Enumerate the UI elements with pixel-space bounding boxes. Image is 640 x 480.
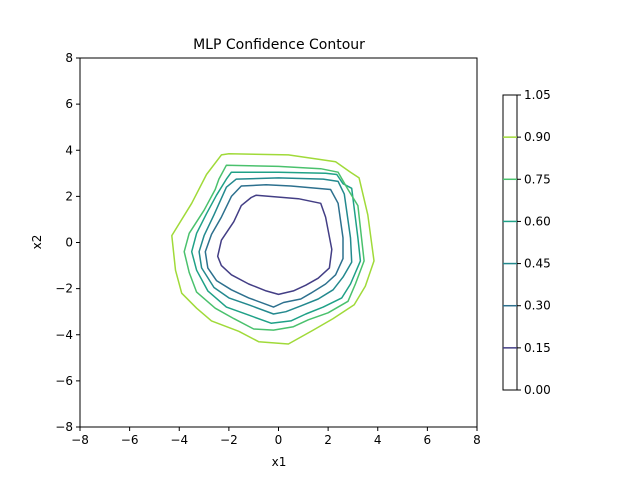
x-tick-label: 0 (275, 433, 283, 447)
contour-line-0.75 (183, 164, 365, 331)
colorbar-level-lines (503, 136, 517, 349)
y-axis-label: x2 (30, 235, 44, 250)
x-tick-label: −6 (121, 433, 139, 447)
x-tick-label: 2 (324, 433, 332, 447)
y-tick-label: −2 (55, 282, 73, 296)
colorbar-tick-label: 0.90 (524, 130, 551, 144)
colorbar-frame (502, 94, 518, 391)
plot-area (79, 57, 478, 428)
y-tick-label: 6 (65, 97, 73, 111)
y-tick-label: 4 (65, 143, 73, 157)
colorbar-ticks: 0.00 0.15 0.30 0.45 0.60 0.75 0.90 1.05 (517, 88, 551, 397)
x-tick-label: 4 (374, 433, 382, 447)
colorbar-tick-label: 1.05 (524, 88, 551, 102)
contour-line-0.45 (198, 177, 353, 315)
contour-line-0.9 (171, 152, 375, 345)
x-axis-label: x1 (272, 455, 287, 469)
contour-lines (171, 152, 375, 345)
contour-line-0.15 (216, 194, 333, 296)
x-tick-label: −2 (220, 433, 238, 447)
y-tick-label: −6 (55, 374, 73, 388)
colorbar-tick-label: 0.60 (524, 214, 551, 228)
colorbar: 0.00 0.15 0.30 0.45 0.60 0.75 0.90 1.05 (502, 88, 551, 397)
x-axis: −8 −6 −4 −2 0 2 4 6 8 (71, 427, 481, 447)
x-tick-label: −8 (71, 433, 89, 447)
colorbar-tick-label: 0.15 (524, 341, 551, 355)
y-tick-label: 2 (65, 189, 73, 203)
x-tick-label: −4 (170, 433, 188, 447)
contour-line-0.3 (204, 184, 344, 308)
y-axis: −8 −6 −4 −2 0 2 4 6 8 (55, 51, 80, 434)
chart-title: MLP Confidence Contour (193, 37, 365, 53)
y-tick-label: 8 (65, 51, 73, 65)
y-tick-label: 0 (65, 236, 73, 250)
colorbar-tick-label: 0.75 (524, 172, 551, 186)
x-tick-label: 8 (473, 433, 481, 447)
y-tick-label: −8 (55, 420, 73, 434)
colorbar-tick-label: 0.45 (524, 257, 551, 271)
x-tick-label: 6 (424, 433, 432, 447)
plot-frame (80, 58, 477, 427)
y-tick-label: −4 (55, 328, 73, 342)
colorbar-tick-label: 0.00 (524, 383, 551, 397)
colorbar-tick-label: 0.30 (524, 299, 551, 313)
contour-line-0.6 (190, 171, 362, 324)
